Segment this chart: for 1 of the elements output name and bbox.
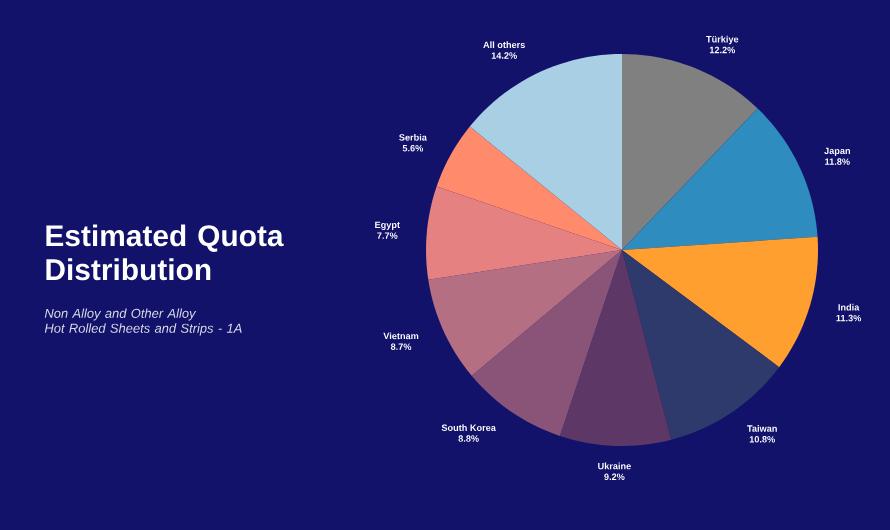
text: Estimated Quota Distribution: [46, 224, 284, 281]
